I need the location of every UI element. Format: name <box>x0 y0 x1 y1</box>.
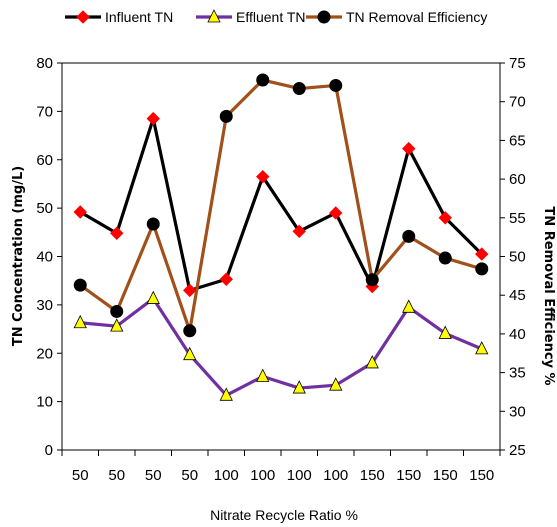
influent-tn-point <box>73 205 87 219</box>
y-tick-label: 30 <box>36 297 53 314</box>
x-tick-label: 100 <box>250 467 275 484</box>
removal-efficiency-point <box>365 273 379 287</box>
effluent-tn-point <box>110 318 124 332</box>
removal-efficiency-point <box>317 10 331 24</box>
x-tick-label: 50 <box>72 467 89 484</box>
influent-tn-point <box>219 272 233 286</box>
y-tick-label: 40 <box>36 249 53 266</box>
y-tick-label: 80 <box>36 55 53 72</box>
influent-tn-point <box>76 10 90 24</box>
removal-efficiency-point <box>73 278 87 292</box>
effluent-tn-point <box>73 314 87 329</box>
y2-tick-label: 70 <box>509 94 526 111</box>
effluent-tn-point <box>475 341 489 355</box>
x-tick-label: 50 <box>108 467 125 484</box>
y2-tick-label: 60 <box>509 171 526 188</box>
effluent-tn-point <box>292 380 306 394</box>
removal-efficiency-point <box>219 109 233 123</box>
legend-label: Effluent TN <box>236 9 306 25</box>
y2-tick-label: 30 <box>509 403 526 420</box>
y-tick-label: 0 <box>45 442 53 459</box>
influent-tn-point <box>292 224 306 239</box>
x-tick-label: 100 <box>287 467 312 484</box>
x-tick-label: 150 <box>433 467 458 484</box>
x-axis-title: Nitrate Recycle Ratio % <box>210 507 358 523</box>
y2-tick-label: 45 <box>509 287 526 304</box>
y-tick-label: 70 <box>36 103 53 120</box>
effluent-tn-point <box>438 325 452 339</box>
y2-tick-label: 25 <box>509 442 526 459</box>
influent-tn-point <box>475 247 489 261</box>
y-tick-label: 20 <box>36 345 53 362</box>
x-tick-label: 150 <box>360 467 385 484</box>
influent-tn-point <box>146 111 160 126</box>
influent-tn-point <box>438 211 452 225</box>
x-tick-label: 150 <box>396 467 421 484</box>
y2-tick-label: 75 <box>509 55 526 72</box>
effluent-tn-point <box>219 387 233 401</box>
effluent-tn-point <box>146 290 160 304</box>
y-tick-label: 60 <box>36 152 53 169</box>
removal-efficiency-point <box>292 82 306 96</box>
axes: 0 10 20 30 40 50 60 70 80 25 30 35 40 45 50 55 60 65 70 75 5… <box>36 55 525 484</box>
y-tick-label: 10 <box>36 394 53 411</box>
influent-tn-point <box>329 206 343 220</box>
y2-tick-label: 40 <box>509 326 526 343</box>
legend-label: Influent TN <box>105 9 173 25</box>
removal-efficiency-point <box>329 78 343 92</box>
x-tick-label: 100 <box>323 467 348 484</box>
legend-effluent-tn: Effluent TN <box>196 9 306 25</box>
y2-tick-label: 35 <box>509 365 526 382</box>
influent-tn-point <box>183 283 197 298</box>
legend-label: TN Removal Efficiency <box>346 9 487 25</box>
removal-efficiency-point <box>475 262 489 276</box>
plot-area-frame <box>61 62 501 451</box>
removal-efficiency-point <box>110 304 124 318</box>
y-tick-label: 50 <box>36 200 53 217</box>
removal-efficiency-line <box>79 78 483 333</box>
effluent-tn-line <box>80 296 483 397</box>
influent-tn-point <box>110 226 124 240</box>
removal-efficiency-point <box>183 324 197 338</box>
x-tick-label: 50 <box>145 467 162 484</box>
effluent-tn-point <box>402 299 416 313</box>
x-tick-label: 100 <box>214 467 239 484</box>
effluent-tn-point <box>256 368 270 382</box>
y2-tick-label: 50 <box>509 249 526 266</box>
influent-tn-point <box>402 141 416 156</box>
y2-tick-label: 65 <box>509 132 526 149</box>
series-group <box>73 73 489 401</box>
effluent-tn-point <box>365 355 379 369</box>
x-tick-label: 150 <box>469 467 494 484</box>
removal-efficiency-point <box>438 251 452 265</box>
influent-tn-line <box>79 117 483 292</box>
removal-efficiency-point <box>256 73 270 87</box>
effluent-tn-point <box>183 346 197 361</box>
removal-efficiency-point <box>402 229 416 243</box>
effluent-tn-point <box>207 9 221 23</box>
x-tick-label: 50 <box>181 467 198 484</box>
removal-efficiency-point <box>146 217 160 231</box>
y2-tick-label: 55 <box>509 210 526 227</box>
legend-removal-efficiency: TN Removal Efficiency <box>306 9 487 25</box>
effluent-tn-point <box>329 377 343 391</box>
legend: Influent TN Effluent TN TN Removal Efficie… <box>65 9 487 25</box>
legend-influent-tn: Influent TN <box>65 9 173 25</box>
influent-tn-point <box>256 169 270 184</box>
y2-axis-title: TN Removal Efficiency % <box>541 206 556 385</box>
y-axis-title: TN Concentration (mg/L) <box>11 166 26 346</box>
